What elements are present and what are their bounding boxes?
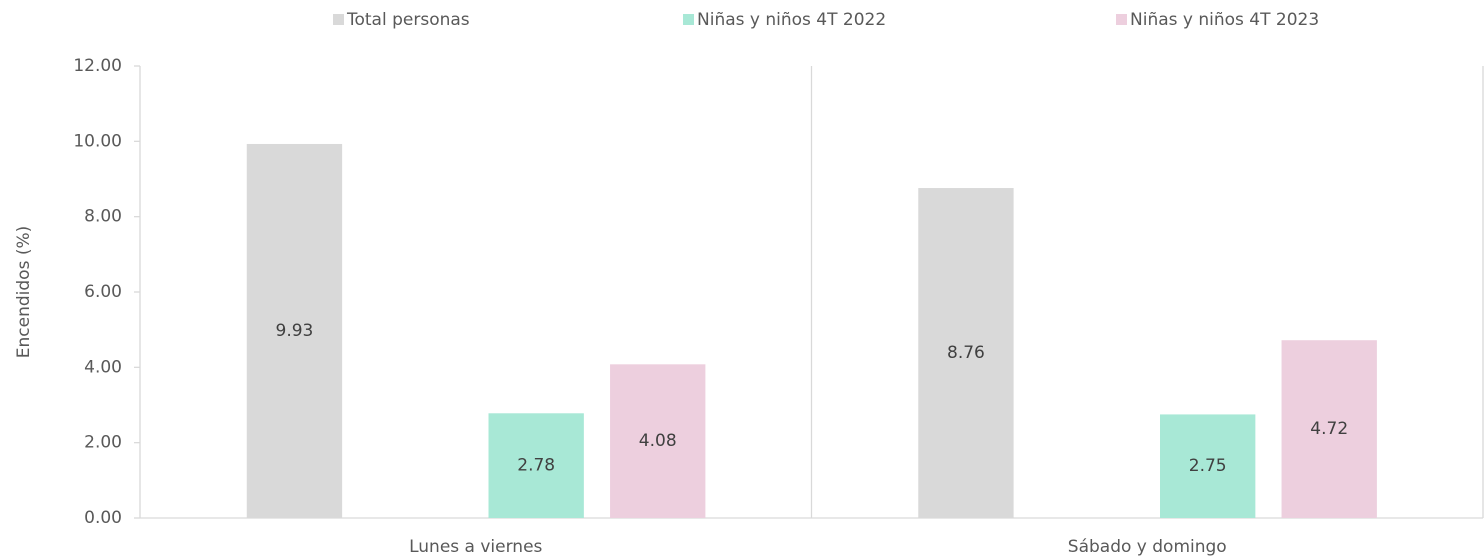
bar [1160,414,1256,518]
bar [610,364,706,518]
y-tick-label: 2.00 [84,433,122,453]
y-axis-title: Encendidos (%) [14,226,34,358]
legend-swatch [683,14,694,25]
data-label: 4.08 [639,431,677,451]
legend-label: Niñas y niños 4T 2023 [1130,10,1319,30]
y-tick-label: 10.00 [73,131,122,151]
y-tick-label: 4.00 [84,357,122,377]
y-tick-label: 6.00 [84,282,122,302]
y-tick-label: 12.00 [73,56,122,76]
data-label: 2.75 [1189,456,1227,476]
data-label: 9.93 [276,321,314,341]
data-label: 2.78 [517,456,555,476]
legend-swatch [1116,14,1127,25]
data-label: 4.72 [1310,419,1348,439]
legend-swatch [333,14,344,25]
y-tick-label: 0.00 [84,508,122,528]
legend-label: Total personas [346,10,470,30]
x-tick-label: Sábado y domingo [1068,537,1227,557]
y-tick-label: 8.00 [84,207,122,227]
bar [918,188,1014,519]
x-tick-label: Lunes a viernes [409,537,542,557]
legend-label: Niñas y niños 4T 2022 [697,10,886,30]
bar [246,143,343,518]
data-label: 8.76 [947,343,985,363]
bar [1281,340,1377,518]
bar [488,413,584,518]
